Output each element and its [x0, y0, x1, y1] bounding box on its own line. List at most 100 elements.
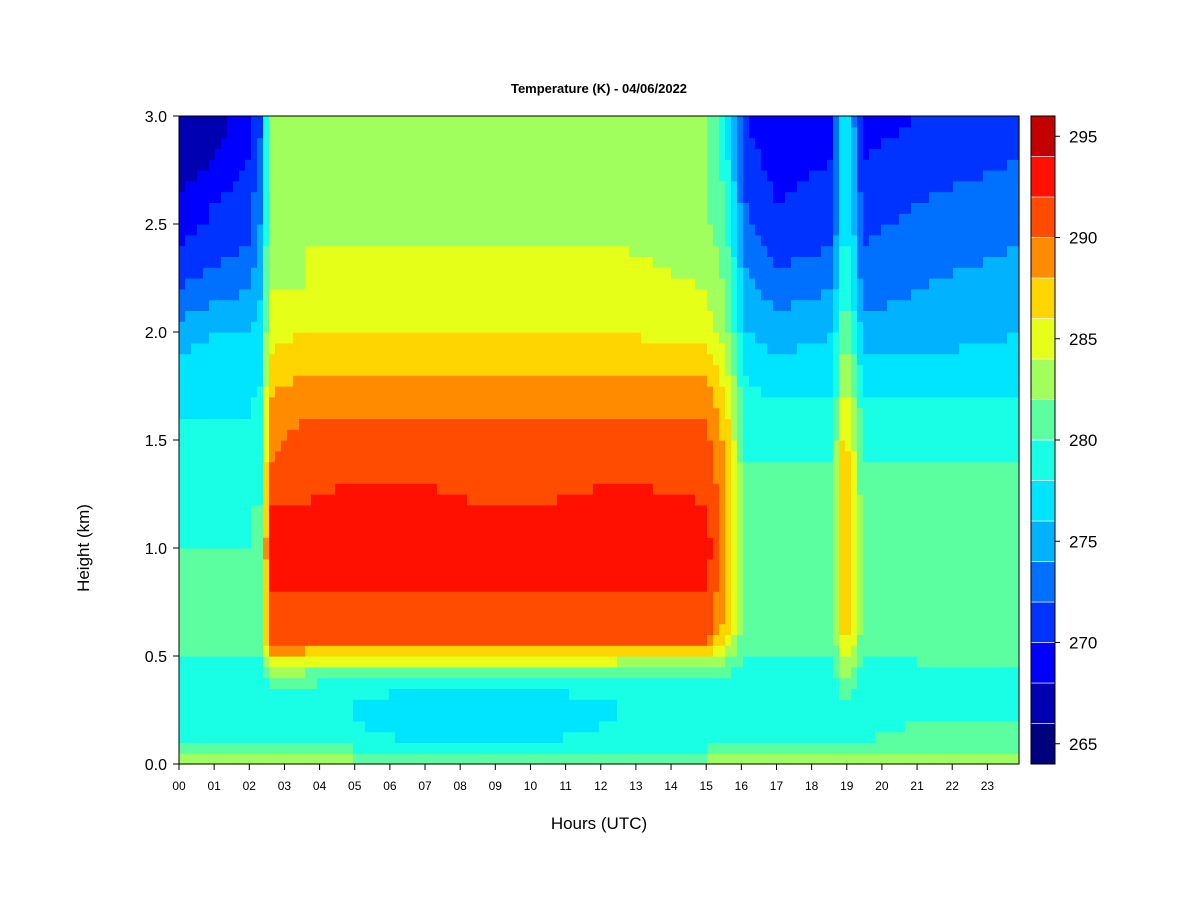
heatmap-cell [425, 558, 432, 571]
heatmap-cell [623, 375, 630, 387]
heatmap-cell [293, 224, 300, 236]
heatmap-cell [515, 202, 522, 214]
heatmap-cell [365, 688, 372, 700]
heatmap-cell [401, 116, 408, 128]
heatmap-cell [389, 720, 396, 733]
heatmap-cell [437, 612, 444, 625]
heatmap-cell [359, 526, 366, 538]
heatmap-cell [215, 472, 222, 484]
heatmap-cell [437, 688, 444, 700]
heatmap-cell [509, 332, 516, 344]
heatmap-cell [239, 483, 246, 495]
heatmap-cell [515, 515, 522, 527]
heatmap-cell [575, 137, 582, 149]
heatmap-cell [281, 548, 288, 560]
heatmap-cell [635, 429, 642, 441]
heatmap-cell [263, 472, 270, 484]
heatmap-cell [629, 170, 636, 182]
heatmap-cell [437, 256, 444, 268]
heatmap-cell [377, 310, 384, 322]
heatmap-cell [647, 137, 654, 149]
heatmap-cell [473, 375, 480, 387]
heatmap-cell [221, 396, 228, 409]
heatmap-cell [497, 450, 504, 463]
heatmap-cell [497, 677, 504, 689]
heatmap-cell [653, 148, 660, 160]
heatmap-cell [521, 569, 528, 581]
heatmap-cell [257, 753, 264, 765]
heatmap-cell [401, 396, 408, 409]
heatmap-cell [179, 612, 186, 625]
heatmap-cell [653, 472, 660, 484]
heatmap-cell [575, 267, 582, 279]
heatmap-cell [527, 526, 534, 538]
heatmap-cell [389, 548, 396, 560]
heatmap-cell [299, 569, 306, 581]
heatmap-cell [425, 504, 432, 517]
heatmap-cell [515, 677, 522, 689]
heatmap-cell [491, 634, 498, 646]
heatmap-cell [515, 461, 522, 473]
heatmap-cell [593, 537, 600, 549]
heatmap-cell [431, 386, 438, 398]
heatmap-cell [449, 688, 456, 700]
heatmap-cell [575, 666, 582, 679]
heatmap-cell [245, 504, 252, 517]
heatmap-cell [473, 699, 480, 711]
heatmap-cell [281, 310, 288, 322]
heatmap-cell [269, 526, 276, 538]
heatmap-cell [227, 580, 234, 592]
heatmap-cell [407, 666, 414, 679]
heatmap-cell [245, 753, 252, 765]
heatmap-cell [623, 461, 630, 473]
heatmap-cell [281, 645, 288, 657]
heatmap-cell [605, 699, 612, 711]
heatmap-cell [479, 310, 486, 322]
heatmap-cell [335, 342, 342, 355]
heatmap-cell [329, 224, 336, 236]
heatmap-cell [383, 170, 390, 182]
heatmap-cell [365, 353, 372, 365]
heatmap-cell [281, 634, 288, 646]
heatmap-cell [401, 310, 408, 322]
heatmap-cell [467, 288, 474, 301]
heatmap-cell [413, 407, 420, 419]
heatmap-cell [287, 353, 294, 365]
heatmap-cell [251, 504, 258, 517]
heatmap-cell [635, 580, 642, 592]
heatmap-cell [389, 407, 396, 419]
heatmap-cell [557, 483, 564, 495]
heatmap-cell [473, 159, 480, 171]
heatmap-cell [275, 224, 282, 236]
heatmap-cell [377, 677, 384, 689]
heatmap-cell [371, 720, 378, 733]
heatmap-cell [665, 537, 672, 549]
heatmap-cell [593, 126, 600, 139]
heatmap-cell [359, 202, 366, 214]
heatmap-cell [473, 677, 480, 689]
heatmap-cell [437, 623, 444, 635]
heatmap-cell [371, 504, 378, 517]
heatmap-cell [437, 461, 444, 473]
heatmap-cell [329, 558, 336, 571]
heatmap-cell [401, 180, 408, 193]
heatmap-cell [449, 720, 456, 733]
heatmap-cell [605, 159, 612, 171]
heatmap-cell [299, 375, 306, 387]
heatmap-cell [359, 580, 366, 592]
heatmap-cell [305, 666, 312, 679]
heatmap-cell [527, 278, 534, 290]
heatmap-cell [317, 612, 324, 625]
heatmap-cell [533, 548, 540, 560]
heatmap-cell [341, 407, 348, 419]
heatmap-cell [299, 742, 306, 754]
heatmap-cell [377, 213, 384, 225]
heatmap-cell [425, 364, 432, 376]
heatmap-cell [671, 558, 678, 571]
heatmap-cell [245, 623, 252, 635]
heatmap-cell [419, 126, 426, 139]
heatmap-cell [317, 666, 324, 679]
heatmap-cell [389, 494, 396, 506]
heatmap-cell [521, 558, 528, 571]
heatmap-cell [419, 375, 426, 387]
